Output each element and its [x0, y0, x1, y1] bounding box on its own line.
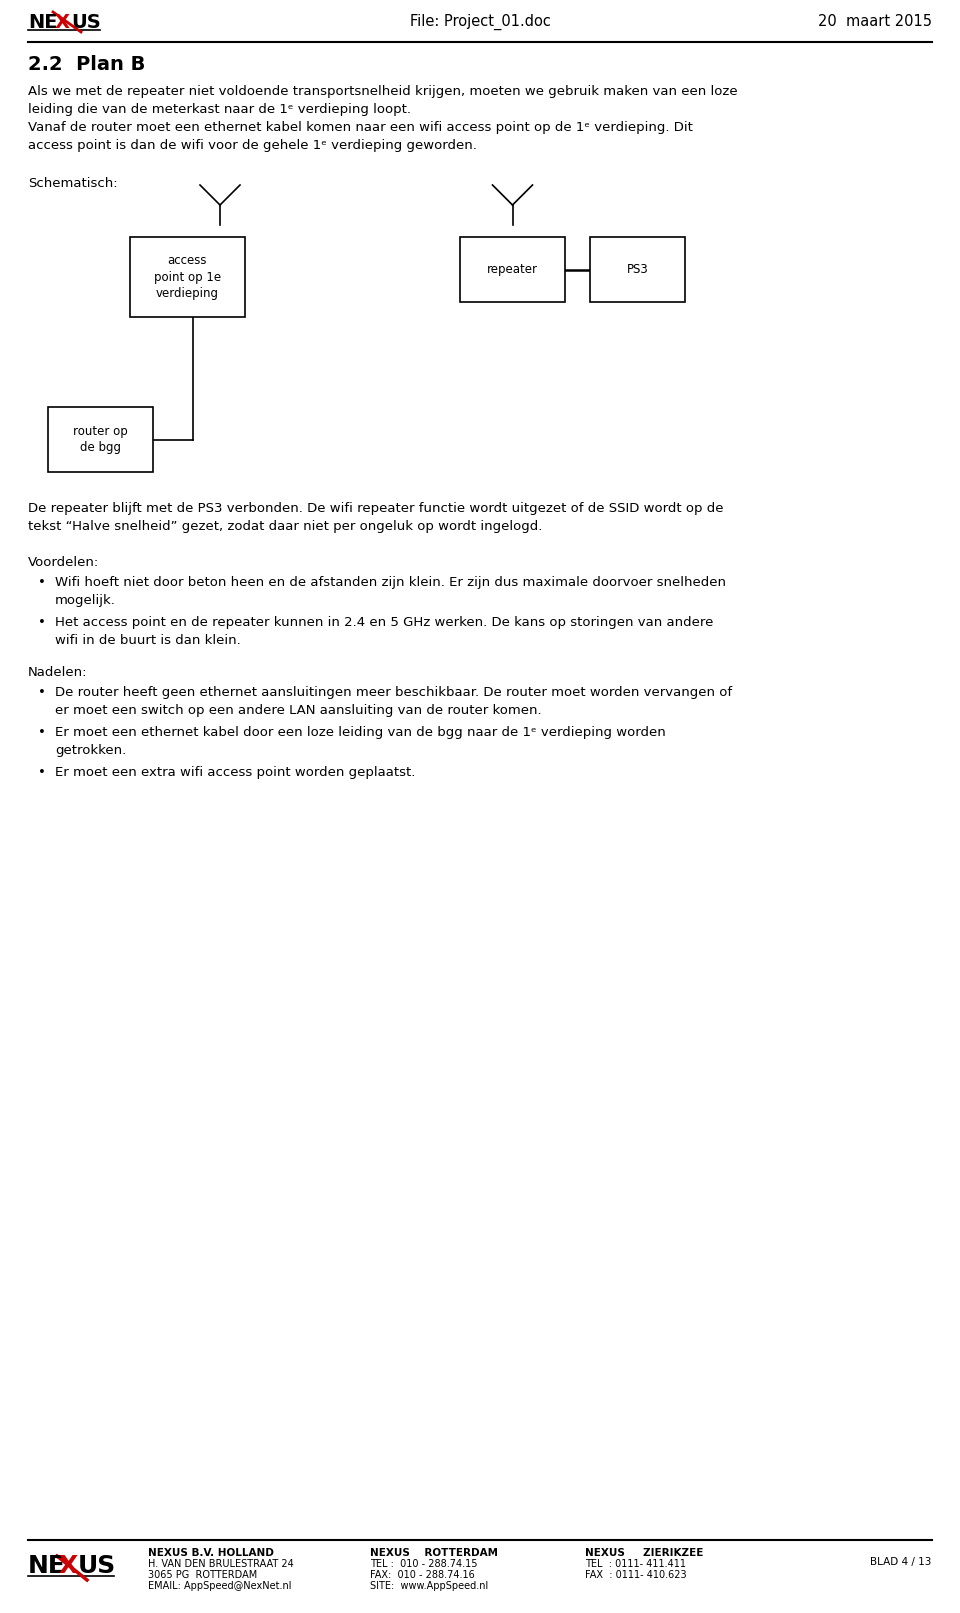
Text: Vanaf de router moet een ethernet kabel komen naar een wifi access point op de 1: Vanaf de router moet een ethernet kabel …: [28, 121, 693, 134]
Text: NEXUS B.V. HOLLAND: NEXUS B.V. HOLLAND: [148, 1548, 274, 1558]
Text: TEL :  010 - 288.74.15: TEL : 010 - 288.74.15: [370, 1560, 477, 1569]
Bar: [130, 237, 245, 318]
Text: Schematisch:: Schematisch:: [28, 177, 118, 190]
Text: •: •: [38, 616, 46, 629]
Text: X: X: [55, 13, 70, 32]
Text: EMAIL: AppSpeed@NexNet.nl: EMAIL: AppSpeed@NexNet.nl: [148, 1581, 292, 1590]
Text: SITE:  www.AppSpeed.nl: SITE: www.AppSpeed.nl: [370, 1581, 489, 1590]
Text: NE: NE: [28, 13, 58, 32]
Text: TEL  : 0111- 411.411: TEL : 0111- 411.411: [585, 1560, 686, 1569]
Text: BLAD 4 / 13: BLAD 4 / 13: [870, 1557, 931, 1566]
Text: NE: NE: [28, 1553, 66, 1578]
Text: 20  maart 2015: 20 maart 2015: [818, 15, 932, 29]
Text: er moet een switch op een andere LAN aansluiting van de router komen.: er moet een switch op een andere LAN aan…: [55, 703, 541, 718]
Text: getrokken.: getrokken.: [55, 744, 127, 756]
Text: NEXUS    ROTTERDAM: NEXUS ROTTERDAM: [370, 1548, 498, 1558]
Text: US: US: [71, 13, 101, 32]
Text: File: Project_01.doc: File: Project_01.doc: [410, 15, 550, 31]
Text: US: US: [78, 1553, 116, 1578]
Text: •: •: [38, 576, 46, 589]
Text: access
point op 1e
verdieping: access point op 1e verdieping: [154, 253, 221, 300]
Text: H. VAN DEN BRULESTRAAT 24: H. VAN DEN BRULESTRAAT 24: [148, 1560, 294, 1569]
Text: NEXUS     ZIERIKZEE: NEXUS ZIERIKZEE: [585, 1548, 704, 1558]
Text: leiding die van de meterkast naar de 1ᵉ verdieping loopt.: leiding die van de meterkast naar de 1ᵉ …: [28, 103, 411, 116]
Text: •: •: [38, 686, 46, 698]
Text: 2.2  Plan B: 2.2 Plan B: [28, 55, 145, 74]
Text: Er moet een extra wifi access point worden geplaatst.: Er moet een extra wifi access point word…: [55, 766, 416, 779]
Text: Er moet een ethernet kabel door een loze leiding van de bgg naar de 1ᵉ verdiepin: Er moet een ethernet kabel door een loze…: [55, 726, 665, 739]
Text: X: X: [59, 1553, 79, 1578]
Text: Nadelen:: Nadelen:: [28, 666, 87, 679]
Bar: [460, 237, 565, 302]
Text: FAX:  010 - 288.74.16: FAX: 010 - 288.74.16: [370, 1569, 475, 1581]
Text: repeater: repeater: [487, 263, 538, 276]
Text: Als we met de repeater niet voldoende transportsnelheid krijgen, moeten we gebru: Als we met de repeater niet voldoende tr…: [28, 85, 737, 98]
Text: mogelijk.: mogelijk.: [55, 594, 116, 606]
Text: •: •: [38, 726, 46, 739]
Text: access point is dan de wifi voor de gehele 1ᵉ verdieping geworden.: access point is dan de wifi voor de gehe…: [28, 139, 477, 152]
Text: Voordelen:: Voordelen:: [28, 556, 99, 569]
Text: 3065 PG  ROTTERDAM: 3065 PG ROTTERDAM: [148, 1569, 257, 1581]
Bar: [590, 237, 685, 302]
Text: PS3: PS3: [627, 263, 648, 276]
Text: De router heeft geen ethernet aansluitingen meer beschikbaar. De router moet wor: De router heeft geen ethernet aansluitin…: [55, 686, 732, 698]
Text: tekst “Halve snelheid” gezet, zodat daar niet per ongeluk op wordt ingelogd.: tekst “Halve snelheid” gezet, zodat daar…: [28, 519, 542, 532]
Text: Wifi hoeft niet door beton heen en de afstanden zijn klein. Er zijn dus maximale: Wifi hoeft niet door beton heen en de af…: [55, 576, 726, 589]
Text: •: •: [38, 766, 46, 779]
Text: FAX  : 0111- 410.623: FAX : 0111- 410.623: [585, 1569, 686, 1581]
Text: wifi in de buurt is dan klein.: wifi in de buurt is dan klein.: [55, 634, 241, 647]
Bar: [48, 406, 153, 473]
Text: Het access point en de repeater kunnen in 2.4 en 5 GHz werken. De kans op storin: Het access point en de repeater kunnen i…: [55, 616, 713, 629]
Text: De repeater blijft met de PS3 verbonden. De wifi repeater functie wordt uitgezet: De repeater blijft met de PS3 verbonden.…: [28, 502, 724, 515]
Text: router op
de bgg: router op de bgg: [73, 424, 128, 455]
